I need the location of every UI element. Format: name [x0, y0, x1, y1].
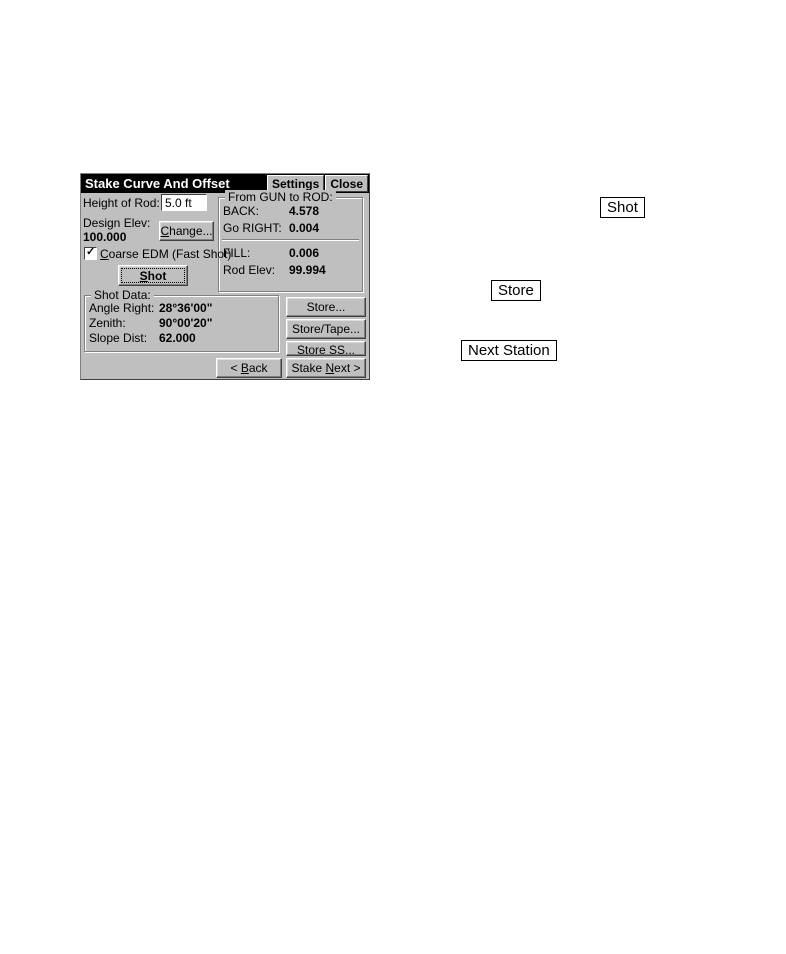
- back-button[interactable]: < Back: [216, 358, 282, 378]
- shot-button[interactable]: Shot: [118, 265, 188, 286]
- store-button[interactable]: Store...: [286, 297, 366, 317]
- slope-dist-value: 62.000: [159, 331, 196, 345]
- coarse-edm-checkbox[interactable]: [84, 247, 97, 260]
- stake-curve-dialog: Stake Curve And Offset Settings Close He…: [80, 173, 370, 380]
- shot-data-group: Shot Data: Angle Right: 28°36'00" Zenith…: [84, 295, 280, 353]
- stake-next-button[interactable]: Stake Next >: [286, 358, 366, 378]
- shot-data-legend: Shot Data:: [91, 288, 154, 302]
- rod-elev-value: 99.994: [289, 263, 326, 277]
- shot-callout: Shot: [600, 197, 645, 218]
- dialog-title: Stake Curve And Offset: [85, 176, 230, 191]
- back-label: BACK:: [223, 204, 259, 218]
- zenith-label: Zenith:: [89, 316, 126, 330]
- zenith-value: 90°00'20": [159, 316, 212, 330]
- dialog-body: Height of Rod: Design Elev: 100.000 Chan…: [81, 193, 369, 379]
- divider: [222, 239, 359, 241]
- slope-dist-label: Slope Dist:: [89, 331, 147, 345]
- height-of-rod-label: Height of Rod:: [83, 196, 160, 210]
- angle-right-value: 28°36'00": [159, 301, 212, 315]
- gun-to-rod-legend: From GUN to ROD:: [225, 190, 336, 204]
- rod-elev-label: Rod Elev:: [223, 263, 275, 277]
- change-button[interactable]: Change...: [159, 221, 214, 241]
- store-callout: Store: [491, 280, 541, 301]
- store-ss-button[interactable]: Store SS...: [286, 341, 366, 356]
- back-value: 4.578: [289, 204, 319, 218]
- go-right-value: 0.004: [289, 221, 319, 235]
- height-of-rod-input[interactable]: [161, 194, 207, 211]
- design-elev-label: Design Elev:: [83, 216, 150, 230]
- coarse-edm-label[interactable]: Coarse EDM (Fast Shot): [100, 247, 231, 261]
- fill-value: 0.006: [289, 246, 319, 260]
- store-tape-button[interactable]: Store/Tape...: [286, 319, 366, 339]
- design-elev-value: 100.000: [83, 230, 126, 244]
- go-right-label: Go RIGHT:: [223, 221, 282, 235]
- angle-right-label: Angle Right:: [89, 301, 154, 315]
- next-station-callout: Next Station: [461, 340, 557, 361]
- gun-to-rod-group: From GUN to ROD: BACK: 4.578 Go RIGHT: 0…: [218, 197, 364, 293]
